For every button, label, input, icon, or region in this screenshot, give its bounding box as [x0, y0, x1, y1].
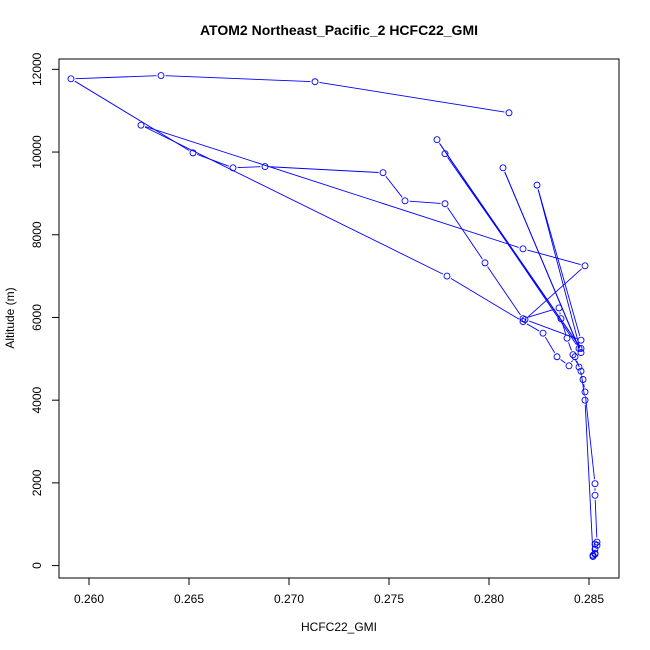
- x-tick-label: 0.280: [474, 592, 504, 606]
- data-point: [593, 538, 601, 546]
- data-point: [569, 351, 577, 359]
- series-line-segment: [584, 404, 594, 551]
- data-point: [379, 169, 387, 177]
- data-point: [481, 259, 489, 267]
- x-axis: 0.260 0.265 0.270 0.275 0.280 0.285: [74, 578, 604, 606]
- series-line-segment: [75, 75, 157, 80]
- series-line-segment: [319, 82, 505, 113]
- series-line-segment: [450, 278, 520, 320]
- series-line-segment: [537, 189, 581, 337]
- series-line-segment: [487, 266, 521, 316]
- series-line-segment: [447, 207, 483, 260]
- series-line-segment: [581, 375, 585, 396]
- data-point: [539, 329, 547, 337]
- data-point: [553, 353, 561, 361]
- data-point: [443, 272, 451, 280]
- series-line-segment: [585, 396, 595, 480]
- series-line-segment: [237, 166, 261, 169]
- series-points: [67, 72, 601, 560]
- data-point: [519, 318, 527, 326]
- data-point: [519, 245, 527, 253]
- data-point: [137, 121, 145, 129]
- chart-title: ATOM2 Northeast_Pacific_2 HCFC22_GMI: [200, 22, 478, 38]
- series-line-segment: [165, 75, 311, 83]
- plot-frame: [58, 58, 620, 579]
- series-line-segment: [571, 360, 573, 363]
- series-line-segment: [526, 323, 540, 332]
- data-point: [67, 75, 75, 83]
- data-point: [593, 541, 601, 549]
- series-line-segment: [583, 383, 585, 388]
- data-point: [565, 362, 573, 370]
- y-tick-label: 6000: [30, 304, 44, 331]
- x-tick-label: 0.275: [374, 592, 404, 606]
- series-line-segment: [74, 80, 190, 151]
- y-axis-label: Altitude (m): [3, 287, 17, 348]
- x-tick-label: 0.260: [74, 592, 104, 606]
- series-line-segment: [269, 166, 379, 173]
- series-line-segment: [447, 157, 579, 346]
- data-point: [505, 109, 513, 117]
- y-tick-label: 8000: [30, 221, 44, 248]
- x-tick-label: 0.285: [574, 592, 604, 606]
- series-line-segment: [145, 126, 519, 248]
- data-point: [499, 164, 507, 172]
- series-line-segment: [528, 268, 582, 317]
- data-point: [441, 200, 449, 208]
- data-point: [189, 149, 197, 157]
- y-tick-label: 10000: [30, 135, 44, 169]
- series-line-segment: [544, 336, 556, 354]
- data-point: [555, 304, 563, 312]
- data-point: [577, 349, 585, 357]
- data-point: [401, 197, 409, 205]
- data-point: [229, 164, 237, 172]
- data-point: [581, 396, 589, 404]
- data-point: [521, 316, 529, 323]
- series-line-segment: [560, 359, 566, 364]
- data-point: [591, 491, 599, 499]
- series-line-segment: [537, 189, 581, 349]
- series-line-segment: [594, 499, 598, 538]
- y-tick-label: 4000: [30, 387, 44, 414]
- series-line-segment: [409, 200, 441, 204]
- data-point: [591, 480, 599, 488]
- series-line-segment: [527, 249, 581, 266]
- series-line-segment: [504, 171, 578, 345]
- data-point: [577, 336, 585, 344]
- data-point: [577, 345, 585, 352]
- data-point: [557, 315, 565, 323]
- data-point: [441, 150, 449, 158]
- series-line-segment: [527, 308, 555, 318]
- data-point: [563, 334, 571, 342]
- data-point: [261, 163, 269, 170]
- data-point: [433, 136, 441, 144]
- series-lines: [74, 75, 598, 551]
- data-point: [575, 363, 583, 371]
- data-point: [581, 262, 589, 270]
- y-tick-label: 0: [30, 562, 44, 569]
- data-point: [571, 353, 579, 361]
- data-point: [591, 540, 599, 548]
- data-point: [157, 72, 165, 79]
- data-point: [591, 545, 599, 553]
- data-point: [581, 388, 589, 396]
- data-point: [577, 367, 585, 375]
- y-tick-label: 12000: [30, 52, 44, 86]
- x-tick-label: 0.265: [174, 592, 204, 606]
- x-axis-label: HCFC22_GMI: [301, 620, 377, 634]
- data-point: [591, 549, 599, 557]
- data-point: [575, 345, 583, 352]
- x-tick-label: 0.270: [274, 592, 304, 606]
- series-line-segment: [385, 175, 403, 198]
- y-tick-label: 2000: [30, 469, 44, 496]
- series-line-segment: [568, 342, 572, 351]
- data-point: [589, 551, 597, 559]
- y-axis: 0 2000 4000 6000 8000 10000 12000: [30, 52, 59, 569]
- data-point: [579, 376, 587, 383]
- data-point: [311, 78, 319, 86]
- data-point: [533, 181, 541, 189]
- series-line-segment: [144, 126, 444, 275]
